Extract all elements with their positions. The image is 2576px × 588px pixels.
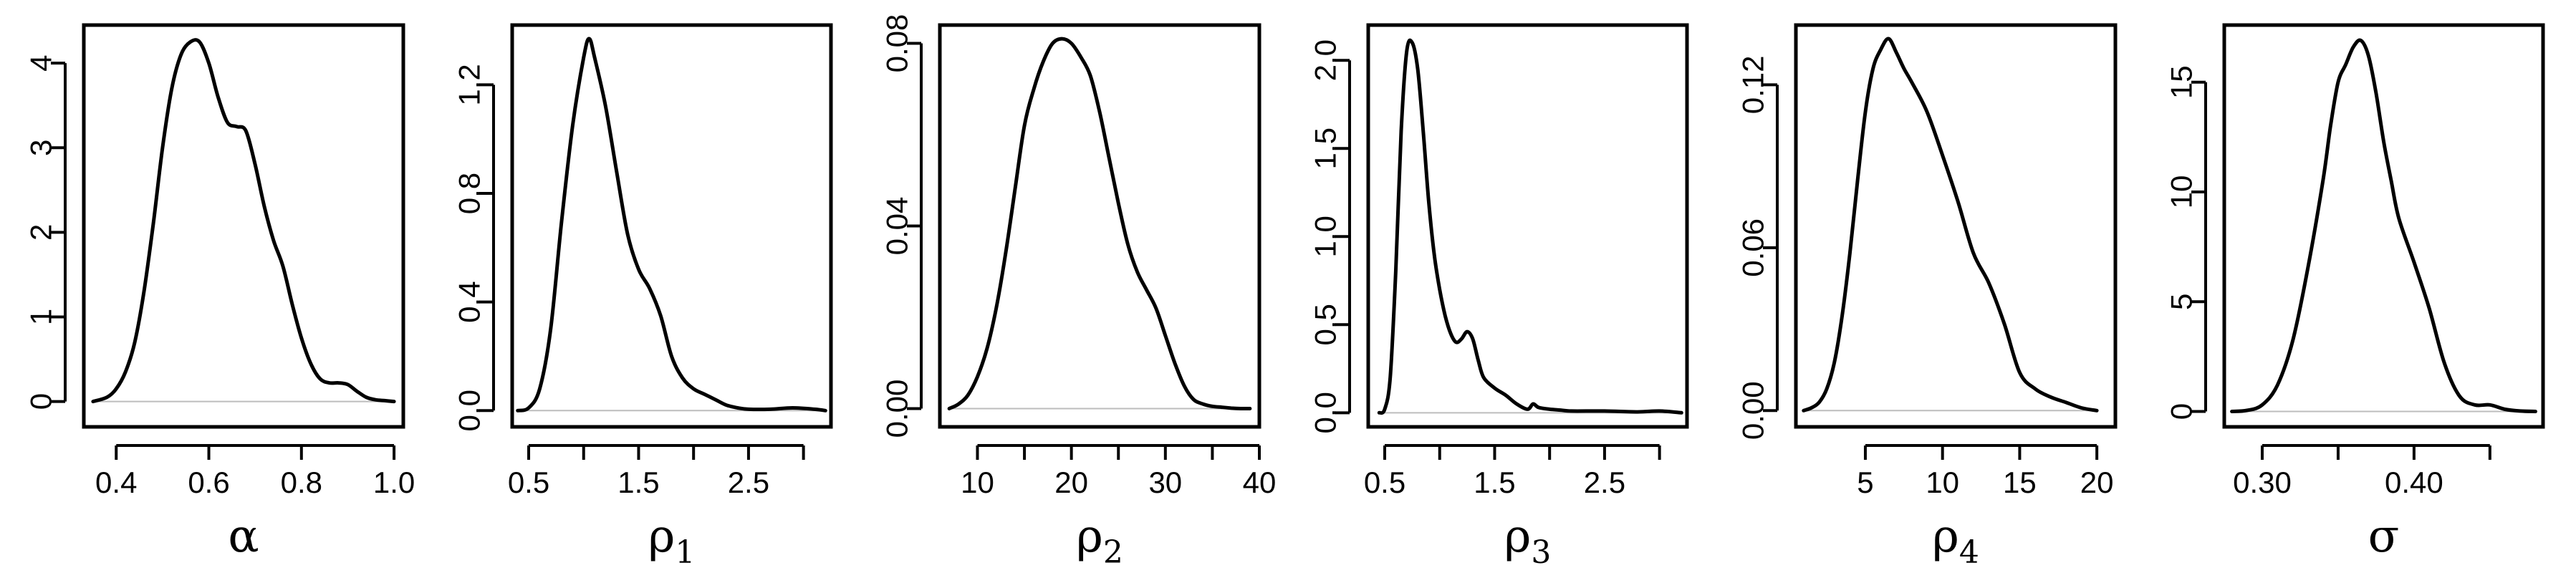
- y-tick-label: 0.5: [1309, 304, 1342, 345]
- y-tick-label: 0.00: [880, 380, 914, 438]
- x-tick-label: 2.5: [1584, 466, 1625, 499]
- y-tick-label: 1: [24, 309, 58, 325]
- density-line: [947, 37, 1252, 411]
- x-tick-label: 1.0: [373, 466, 415, 499]
- y-tick-label: 1.5: [1309, 127, 1342, 169]
- y-tick-label: 0.0: [1309, 392, 1342, 433]
- x-tick-label: 0.5: [508, 466, 549, 499]
- x-tick-label: 0.8: [281, 466, 322, 499]
- x-tick-label: 0.30: [2233, 466, 2292, 499]
- x-tick-label: 1.5: [617, 466, 659, 499]
- y-tick-label: 0.06: [1736, 218, 1770, 277]
- plot-frame: [1366, 23, 1689, 429]
- plot-frame: [2222, 23, 2545, 429]
- y-tick-label: 2: [24, 224, 58, 241]
- panel-1: 0.4 0.6 0.8 1.0 0 1 2 3 4 α: [24, 23, 415, 563]
- y-tick-label: 2.0: [1309, 39, 1342, 81]
- panel-4: 0.5 1.5 2.5 0.0 0.5 1.0 1.5 2.0 ρ3: [1309, 23, 1689, 571]
- x-axis-label: ρ3: [1504, 510, 1552, 571]
- x-axis-label: ρ2: [1076, 510, 1123, 571]
- y-tick-label: 0.04: [880, 197, 914, 256]
- x-axis-label-subscript: 1: [675, 534, 695, 571]
- x-axis-label: σ: [2368, 510, 2400, 563]
- x-axis-label: ρ4: [1932, 510, 1979, 571]
- y-tick-label: 1.2: [453, 64, 486, 105]
- x-axis-label-subscript: 4: [1959, 534, 1979, 571]
- plot-frame: [938, 23, 1261, 429]
- y-tick-label: 0.12: [1736, 56, 1770, 115]
- x-tick-label: 10: [961, 466, 994, 499]
- panel-6: 0.30 0.40 0 5 10 15 σ: [2165, 23, 2545, 563]
- panel-5: 5 10 15 20 0.00 0.06 0.12 ρ4: [1736, 23, 2118, 571]
- y-tick-label: 0.4: [453, 281, 486, 322]
- plot-frame: [82, 23, 405, 429]
- x-tick-label: 20: [2080, 466, 2114, 499]
- panel-3: 10 20 30 40 0.00 0.04 0.08 ρ2: [880, 14, 1277, 571]
- x-tick-label: 30: [1148, 466, 1182, 499]
- x-tick-label: 15: [2003, 466, 2037, 499]
- y-tick-label: 4: [24, 54, 58, 71]
- panel-2: 0.5 1.5 2.5 0.0 0.4 0.8 1.2 ρ1: [453, 23, 833, 571]
- x-axis-label-subscript: 3: [1531, 534, 1551, 571]
- y-tick-label: 0.0: [453, 390, 486, 431]
- x-axis-label: ρ1: [648, 510, 696, 571]
- x-tick-label: 1.5: [1474, 466, 1515, 499]
- x-tick-label: 0.4: [95, 466, 137, 499]
- x-axis-label-subscript: 2: [1103, 534, 1123, 571]
- x-tick-label: 0.5: [1364, 466, 1405, 499]
- y-tick-label: 1.0: [1309, 216, 1342, 257]
- x-tick-label: 5: [1857, 466, 1873, 499]
- x-tick-label: 20: [1054, 466, 1088, 499]
- density-line: [1802, 37, 2099, 413]
- density-line: [516, 37, 827, 413]
- density-line: [2230, 38, 2537, 413]
- y-tick-label: 0: [2165, 403, 2198, 420]
- x-tick-label: 10: [1926, 466, 1959, 499]
- y-tick-label: 0.8: [453, 173, 486, 214]
- density-line: [91, 38, 396, 404]
- y-tick-label: 15: [2165, 65, 2198, 99]
- x-tick-label: 0.40: [2385, 466, 2443, 499]
- density-line: [1377, 38, 1683, 415]
- plot-frame: [510, 23, 833, 429]
- x-tick-label: 40: [1243, 466, 1277, 499]
- y-tick-label: 0.00: [1736, 381, 1770, 440]
- x-tick-label: 2.5: [728, 466, 769, 499]
- y-tick-label: 0: [24, 393, 58, 410]
- y-tick-label: 3: [24, 140, 58, 156]
- y-tick-label: 5: [2165, 294, 2198, 310]
- plot-frame: [1794, 23, 2118, 429]
- x-axis-label: α: [228, 510, 259, 563]
- x-tick-label: 0.6: [188, 466, 229, 499]
- y-tick-label: 10: [2165, 175, 2198, 209]
- y-tick-label: 0.08: [880, 14, 914, 73]
